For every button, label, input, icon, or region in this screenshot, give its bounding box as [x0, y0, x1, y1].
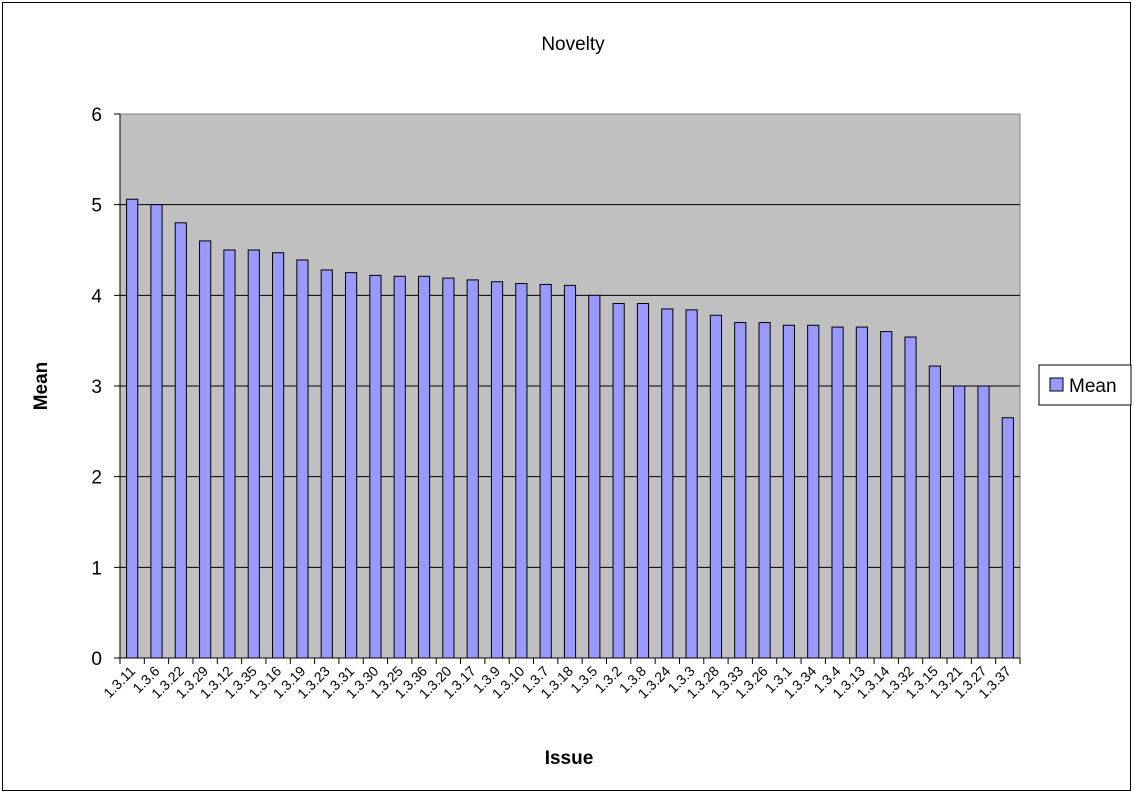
bar [296, 259, 309, 659]
bar [904, 336, 917, 659]
bar [588, 294, 601, 659]
bar [831, 326, 844, 659]
bar [855, 326, 868, 659]
bar [199, 240, 212, 659]
bar [782, 324, 796, 659]
bar [928, 365, 941, 659]
y-tick-label: 0 [91, 649, 102, 670]
bar [223, 249, 236, 659]
bar [612, 302, 625, 659]
bar [758, 322, 771, 659]
bar [320, 269, 333, 659]
axes [114, 113, 1021, 664]
x-axis-label: Issue [545, 748, 594, 769]
bar [466, 279, 479, 659]
bar [539, 283, 552, 659]
y-tick-labels: 0 1 2 3 4 5 6 [91, 105, 102, 670]
bar [563, 284, 577, 659]
y-tick-label: 5 [91, 196, 102, 217]
y-tick-label: 4 [91, 286, 102, 307]
bar [880, 331, 893, 659]
bar [490, 281, 504, 659]
chart-title: Novelty [541, 34, 605, 55]
bar [685, 309, 698, 659]
bar [953, 385, 966, 659]
bar [807, 324, 820, 659]
legend-label: Mean [1069, 376, 1117, 397]
legend-swatch [1049, 377, 1064, 392]
x-tick-labels: 1.3.111.3.61.3.221.3.291.3.121.3.351.3.1… [100, 663, 1014, 702]
bar [417, 275, 431, 659]
bar [661, 308, 674, 659]
bar [272, 252, 285, 659]
y-tick-label: 3 [91, 377, 102, 398]
bar [515, 283, 528, 659]
y-axis-label: Mean [31, 362, 52, 411]
bar [150, 204, 163, 659]
bar [977, 385, 990, 659]
bar [369, 274, 382, 659]
bar [734, 322, 747, 659]
bar [247, 249, 260, 659]
bar [126, 198, 139, 659]
bar [344, 272, 358, 659]
bar [709, 314, 723, 659]
y-tick-label: 2 [91, 468, 102, 489]
bar [174, 222, 187, 659]
bar [636, 302, 650, 659]
bar [393, 275, 406, 659]
bars [126, 198, 1014, 659]
legend: Mean [1038, 364, 1132, 406]
bar-chart: Novelty 0 1 2 3 4 5 6 1.3.111.3.61.3.221.3.291… [31, 34, 1132, 769]
bar [442, 277, 455, 659]
y-tick-label: 6 [91, 105, 102, 126]
y-tick-label: 1 [91, 558, 102, 579]
bar [1001, 417, 1014, 659]
